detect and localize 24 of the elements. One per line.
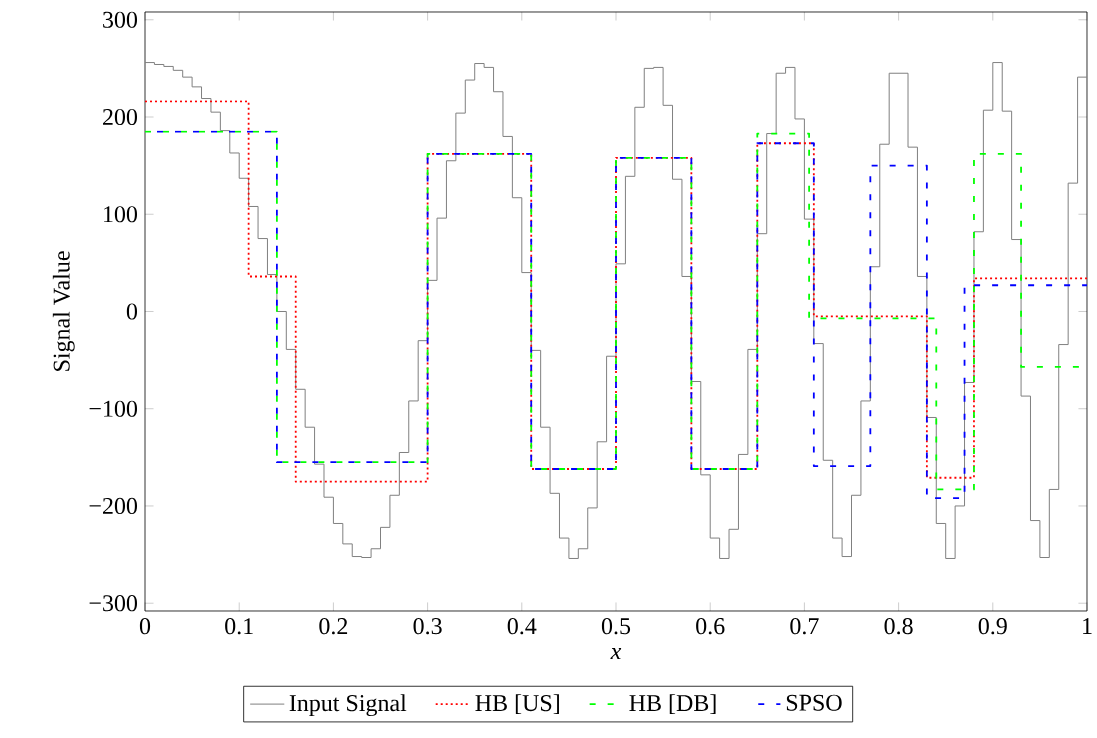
- y-tick-label: −300: [89, 595, 138, 612]
- y-tick-label: −100: [89, 400, 138, 417]
- legend-label: Input Signal: [289, 694, 407, 717]
- x-tick-label: 0.7: [790, 618, 819, 635]
- x-axis-title: x: [610, 648, 622, 660]
- x-tick-label: 0.2: [319, 618, 348, 635]
- legend-label: SPSO: [786, 694, 842, 711]
- y-tick-label: 200: [103, 108, 138, 126]
- x-tick-label: 0: [139, 618, 151, 635]
- x-tick-label: 1: [1083, 618, 1092, 634]
- x-tick-label: 0.8: [884, 618, 913, 635]
- y-tick-label: −200: [89, 497, 138, 515]
- y-tick-label: 300: [103, 11, 138, 28]
- x-tick-label: 0.3: [413, 618, 442, 635]
- x-tick-label: 0.1: [225, 618, 253, 635]
- y-axis-title: Signal Value: [52, 251, 75, 371]
- y-tick-label: 100: [104, 206, 138, 223]
- legend-label: HB [DB]: [629, 694, 716, 715]
- legend-label: HB [US]: [475, 694, 559, 715]
- y-tick-label: 0: [126, 303, 138, 320]
- x-tick-label: 0.9: [978, 618, 1007, 635]
- x-tick-label: 0.6: [696, 618, 725, 635]
- x-tick-label: 0.4: [507, 618, 537, 635]
- x-tick-label: 0.5: [601, 618, 631, 635]
